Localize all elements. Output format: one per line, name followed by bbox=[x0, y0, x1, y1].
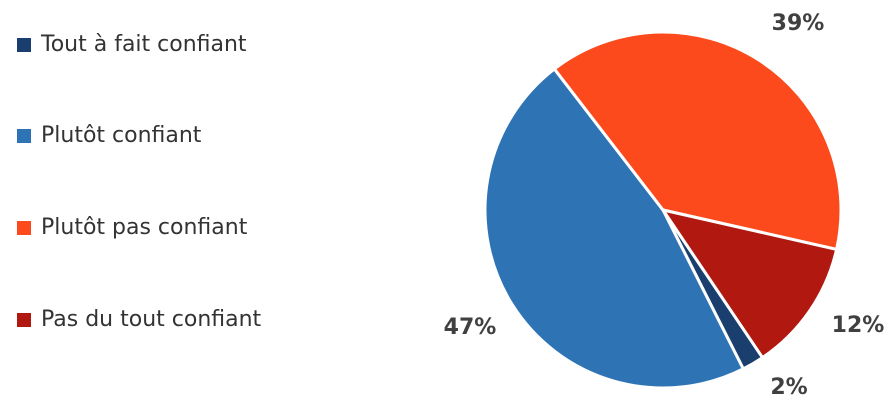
legend-swatch bbox=[17, 38, 31, 52]
legend-swatch bbox=[17, 221, 31, 235]
pie-slice bbox=[659, 207, 839, 360]
data-label: 47% bbox=[444, 315, 497, 340]
legend-label: Tout à fait confiant bbox=[40, 32, 247, 57]
pie-slice bbox=[552, 30, 843, 252]
legend-label: Plutôt confiant bbox=[41, 123, 202, 148]
data-label: 2% bbox=[770, 375, 807, 400]
legend-swatch bbox=[17, 129, 31, 143]
data-label: 12% bbox=[832, 313, 885, 338]
legend-swatch bbox=[17, 313, 31, 327]
pie-slice bbox=[483, 66, 746, 390]
legend-label: Pas du tout confiant bbox=[41, 307, 262, 332]
data-label: 39% bbox=[772, 11, 825, 36]
legend-label: Plutôt pas confiant bbox=[41, 215, 248, 240]
